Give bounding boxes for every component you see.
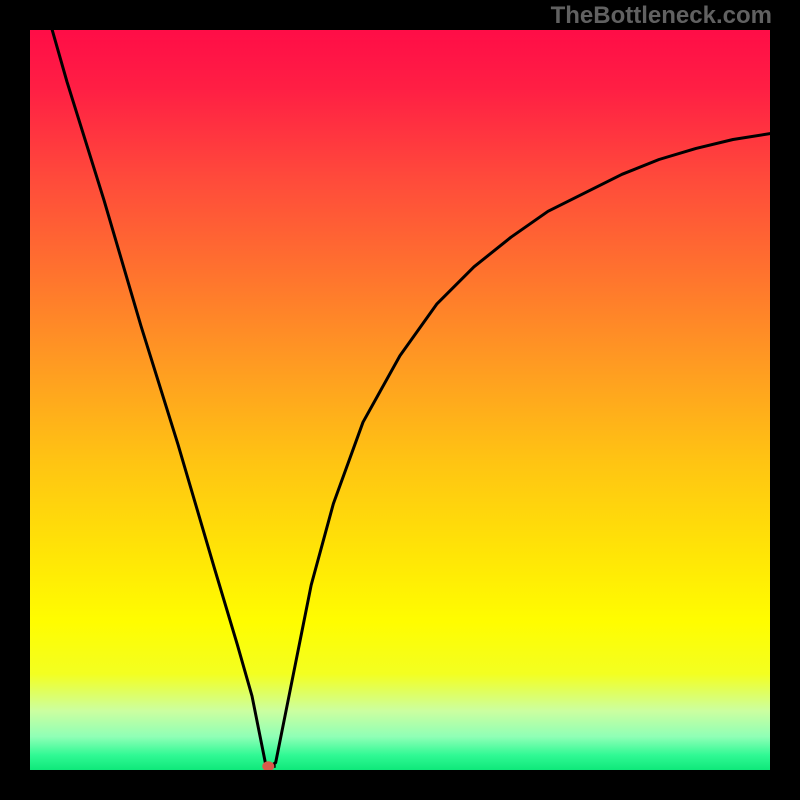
gradient-background [30, 30, 770, 770]
chart-frame: TheBottleneck.com [0, 0, 800, 800]
watermark-text: TheBottleneck.com [551, 2, 772, 30]
plot-area [30, 30, 770, 770]
